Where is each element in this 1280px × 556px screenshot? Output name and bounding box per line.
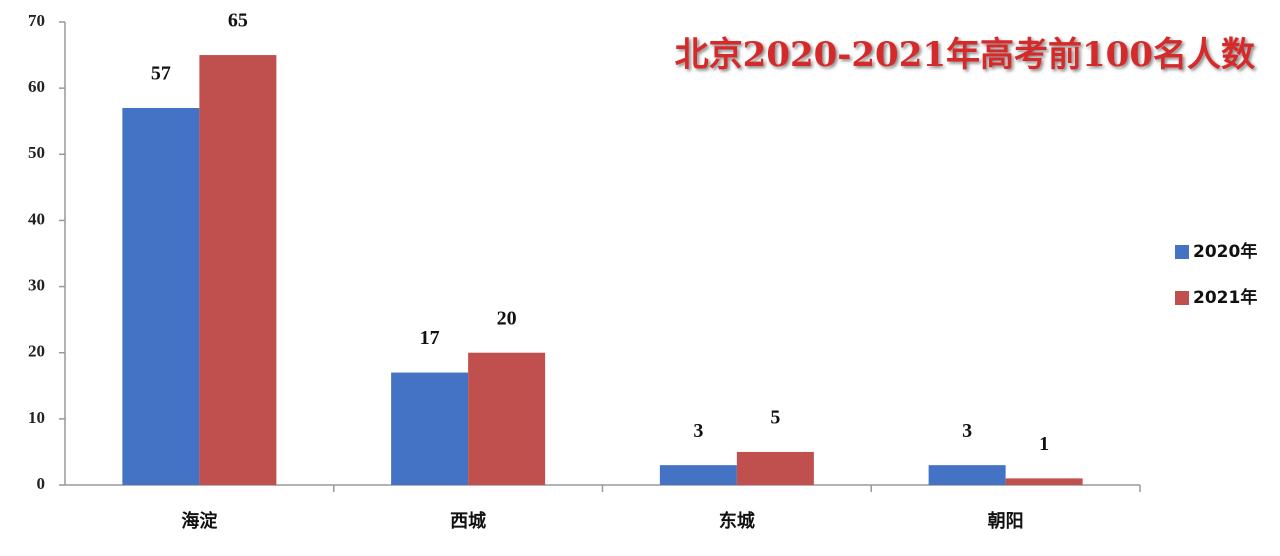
y-tick-label: 20 xyxy=(28,342,45,361)
bar xyxy=(659,465,737,485)
bar xyxy=(928,465,1006,485)
y-tick-label: 0 xyxy=(37,474,46,493)
x-tick-label: 朝阳 xyxy=(988,510,1024,532)
y-tick-label: 40 xyxy=(28,209,45,228)
value-label: 5 xyxy=(770,407,780,429)
bar xyxy=(1005,478,1083,485)
value-label: 3 xyxy=(962,420,972,442)
bar xyxy=(468,352,546,485)
x-tick-label: 东城 xyxy=(719,510,755,532)
y-tick-label: 60 xyxy=(28,77,45,96)
bar xyxy=(391,372,469,485)
value-label: 57 xyxy=(151,63,171,85)
y-tick-label: 50 xyxy=(28,143,45,162)
legend-label: 2020年 xyxy=(1193,241,1257,262)
x-tick-label: 西城 xyxy=(450,510,486,532)
value-label: 17 xyxy=(420,327,440,349)
chart-title: 北京2020-2021年高考前100名人数 xyxy=(675,35,1255,75)
value-label: 1 xyxy=(1039,433,1049,455)
y-tick-label: 70 xyxy=(28,11,45,30)
legend-swatch xyxy=(1175,245,1189,259)
value-label: 3 xyxy=(693,420,703,442)
value-label: 20 xyxy=(497,307,517,329)
bar xyxy=(736,451,814,485)
value-label: 65 xyxy=(228,10,248,32)
x-tick-label: 海淀 xyxy=(181,510,218,532)
bar xyxy=(122,107,200,485)
legend-swatch xyxy=(1175,291,1189,305)
y-tick-label: 30 xyxy=(28,275,45,294)
y-tick-label: 10 xyxy=(28,408,45,427)
bar xyxy=(199,55,277,485)
legend-label: 2021年 xyxy=(1193,287,1257,308)
